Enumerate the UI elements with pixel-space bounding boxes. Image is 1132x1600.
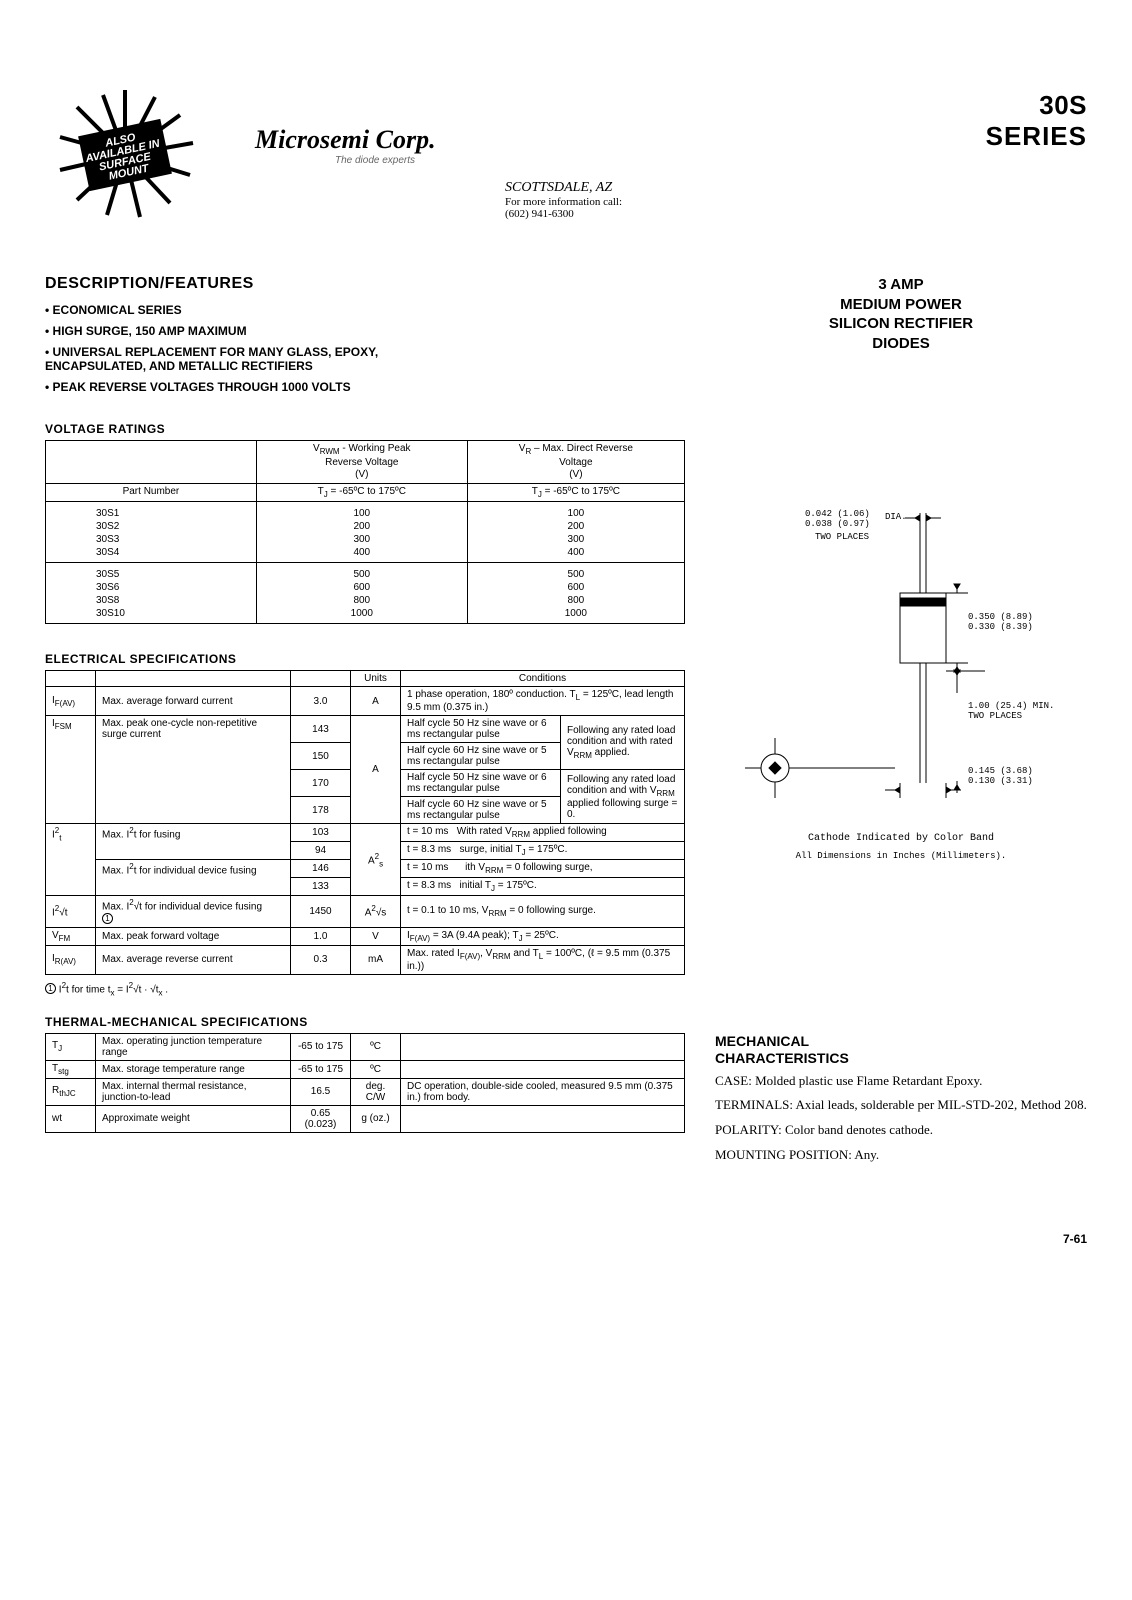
mech-terminals: TERMINALS: Axial leads, solderable per M… [715,1097,1087,1114]
vr-group-2: 30S5500500 30S6600600 30S8800800 30S1010… [46,563,685,624]
contact-city: SCOTTSDALE, AZ [505,180,755,196]
series-title-line2: SERIES [765,121,1087,152]
features-heading: DESCRIPTION/FEATURES [45,275,685,293]
thermal-spec-table: TJMax. operating junction temperature ra… [45,1033,685,1133]
company-tagline: The diode experts [255,155,495,166]
thermal-spec-heading: THERMAL-MECHANICAL SPECIFICATIONS [45,1015,685,1029]
contact-phone: (602) 941-6300 [505,208,755,220]
svg-text:1.00 (25.4) MIN.TWO PLACES: 1.00 (25.4) MIN.TWO PLACES [968,701,1054,721]
feature-item: UNIVERSAL REPLACEMENT FOR MANY GLASS, EP… [45,345,445,373]
mechanical-heading: MECHANICALCHARACTERISTICS [715,1033,1087,1067]
product-title: 3 AMP MEDIUM POWER SILICON RECTIFIER DIO… [715,275,1087,353]
package-note-dims: All Dimensions in Inches (Millimeters). [715,851,1087,861]
feature-item: HIGH SURGE, 150 AMP MAXIMUM [45,324,685,338]
voltage-ratings-table: VRWM - Working PeakReverse Voltage(V) VR… [45,440,685,624]
surface-mount-badge: ALSO AVAILABLE IN SURFACE MOUNT [45,80,245,235]
mech-mounting: MOUNTING POSITION: Any. [715,1147,1087,1164]
mech-case: CASE: Molded plastic use Flame Retardant… [715,1073,1087,1090]
company-name: Microsemi Corp. [255,125,436,154]
features-list: ECONOMICAL SERIES HIGH SURGE, 150 AMP MA… [45,303,685,394]
svg-text:0.145 (3.68)0.130 (3.31): 0.145 (3.68)0.130 (3.31) [968,766,1033,786]
page-number: 7-61 [45,1232,1087,1246]
svg-text:TWO PLACES: TWO PLACES [815,532,869,542]
mech-polarity: POLARITY: Color band denotes cathode. [715,1122,1087,1139]
electrical-spec-table: Units Conditions IF(AV) Max. average for… [45,670,685,974]
package-note-cathode: Cathode Indicated by Color Band [715,833,1087,844]
feature-item: PEAK REVERSE VOLTAGES THROUGH 1000 VOLTS [45,380,685,394]
electrical-spec-heading: ELECTRICAL SPECIFICATIONS [45,652,685,666]
svg-text:0.042 (1.06)0.038 (0.97): 0.042 (1.06)0.038 (0.97) [805,509,870,529]
vr-group-1: 30S1100100 30S2200200 30S3300300 30S4400… [46,502,685,563]
svg-text:DIA.: DIA. [885,512,907,522]
feature-item: ECONOMICAL SERIES [45,303,685,317]
package-outline-drawing: 0.042 (1.06)0.038 (0.97) DIA. TWO PLACES… [715,503,1087,913]
electrical-footnote: 1 I2t for time tx = I2√t · √tx . [45,981,685,997]
svg-text:0.350 (8.89)0.330 (8.39): 0.350 (8.89)0.330 (8.39) [968,612,1033,632]
voltage-ratings-heading: VOLTAGE RATINGS [45,422,685,436]
contact-info: For more information call: [505,196,755,208]
series-title-line1: 30S [765,90,1087,121]
